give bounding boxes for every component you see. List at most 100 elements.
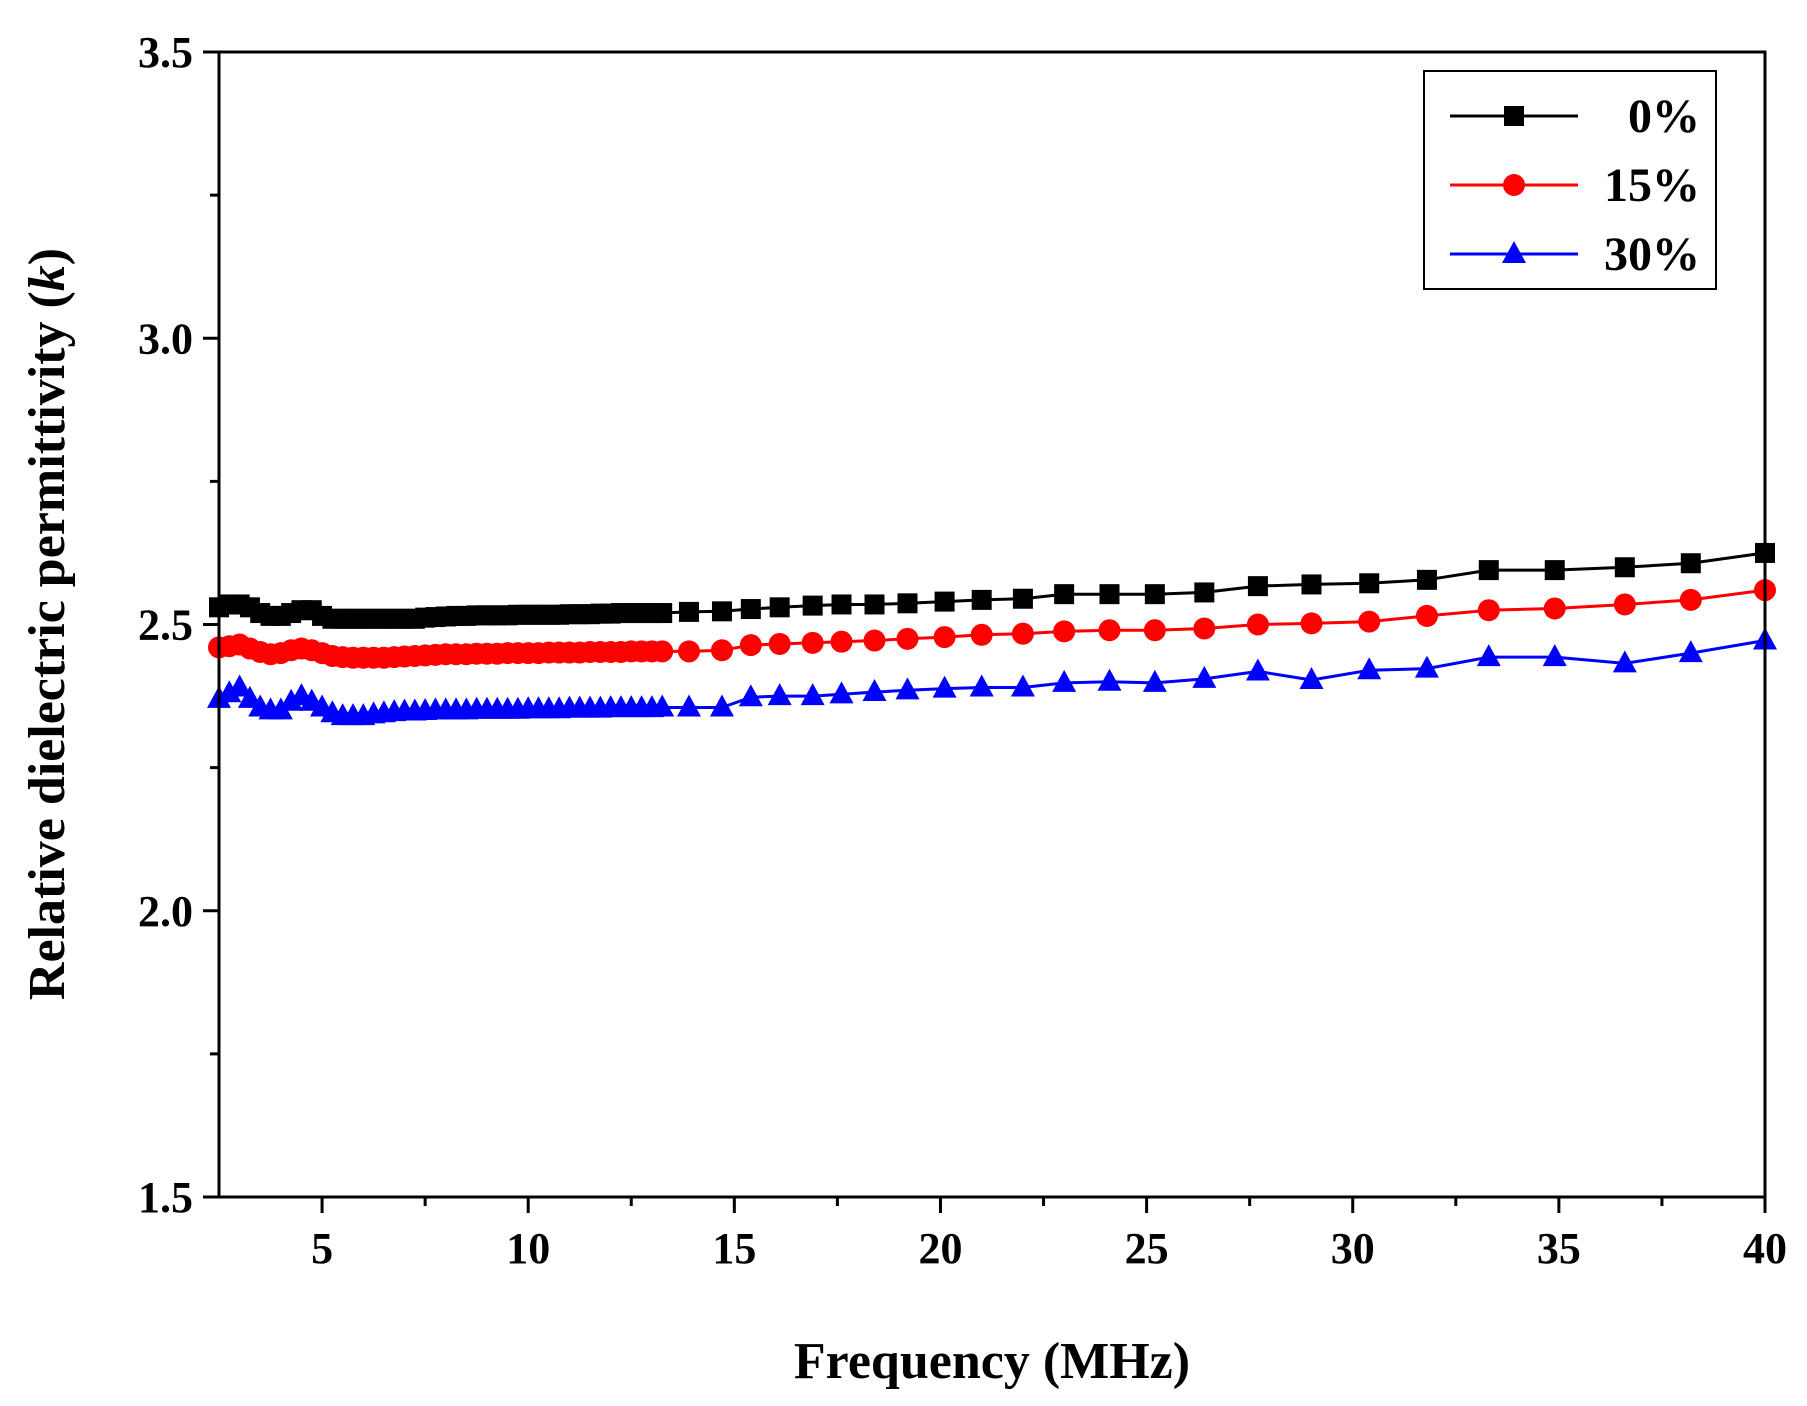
data-point xyxy=(830,630,853,653)
data-point xyxy=(1478,560,1499,581)
data-point xyxy=(1544,560,1565,581)
data-point xyxy=(740,599,761,620)
data-point xyxy=(1613,593,1636,616)
data-point xyxy=(1194,582,1215,603)
data-point xyxy=(1300,612,1323,635)
data-point xyxy=(650,694,675,717)
data-point xyxy=(1142,669,1167,692)
data-point xyxy=(897,593,918,614)
x-tick-label: 5 xyxy=(311,1224,333,1273)
data-point xyxy=(831,594,852,615)
data-point xyxy=(1414,655,1439,678)
x-tick-label: 40 xyxy=(1743,1224,1787,1273)
data-point xyxy=(739,634,762,657)
data-point xyxy=(896,627,919,650)
data-point xyxy=(933,626,956,649)
data-point xyxy=(971,589,992,610)
legend-marker xyxy=(1504,106,1524,126)
data-point xyxy=(829,681,854,704)
legend-label: 30% xyxy=(1604,228,1700,281)
data-point xyxy=(217,680,242,703)
data-point xyxy=(1415,604,1438,627)
legend: 0% 15% 30% xyxy=(1423,70,1717,290)
data-point xyxy=(769,597,790,618)
series-0pct xyxy=(209,542,1775,629)
legend-items: 0% 15% 30% xyxy=(1450,90,1700,281)
legend-item: 15% xyxy=(1450,159,1700,212)
data-point xyxy=(711,601,732,622)
data-point xyxy=(677,640,700,663)
data-point xyxy=(934,591,955,612)
data-point xyxy=(1098,619,1121,642)
data-point xyxy=(1679,588,1702,611)
data-point xyxy=(1247,576,1268,597)
data-point xyxy=(969,674,994,697)
data-point xyxy=(1359,573,1380,594)
data-point xyxy=(767,683,792,706)
y-tick-label: 2.0 xyxy=(138,887,193,936)
data-point xyxy=(1416,569,1437,590)
data-point xyxy=(1011,622,1034,645)
x-axis-title: Frequency (MHz) xyxy=(794,1333,1190,1390)
y-axis-title-italic: k xyxy=(19,265,76,291)
data-point xyxy=(1010,674,1035,697)
data-point xyxy=(1678,640,1703,663)
data-point xyxy=(709,694,734,717)
legend-marker xyxy=(1502,241,1526,263)
data-point xyxy=(1193,617,1216,640)
data-point xyxy=(932,675,957,698)
x-tick-label: 25 xyxy=(1125,1224,1169,1273)
data-point xyxy=(802,595,823,616)
series-30pct xyxy=(207,627,1777,726)
data-point xyxy=(1245,658,1270,681)
y-axis-title-main: Relative dielectric permittivity ( xyxy=(19,291,76,1000)
data-point xyxy=(1299,667,1324,690)
data-point xyxy=(1054,584,1075,605)
data-point xyxy=(768,632,791,655)
data-point xyxy=(1097,668,1122,691)
y-tick-label: 3.0 xyxy=(138,314,193,363)
x-tick-label: 30 xyxy=(1331,1224,1375,1273)
data-point xyxy=(1099,584,1120,605)
data-point xyxy=(1680,553,1701,574)
data-point xyxy=(1144,584,1165,605)
data-point xyxy=(1614,557,1635,578)
data-point xyxy=(800,683,825,706)
legend-item: 30% xyxy=(1450,228,1700,281)
legend-marker xyxy=(1503,174,1525,196)
x-tick-label: 20 xyxy=(918,1224,962,1273)
plot-frame xyxy=(217,50,1767,1199)
x-tick-label: 10 xyxy=(506,1224,550,1273)
legend-label: 0% xyxy=(1628,90,1700,143)
data-point xyxy=(862,679,887,702)
tick-labels: 5 10 15 20 25 30 35 40 1.5 2.0 2.5 3.0 3.5 xyxy=(138,28,1787,1273)
data-point xyxy=(970,623,993,646)
legend-label: 15% xyxy=(1604,159,1700,212)
data-point xyxy=(1477,599,1500,622)
y-axis-title-close: ) xyxy=(19,248,76,265)
data-point xyxy=(227,674,252,697)
data-point xyxy=(1358,610,1381,633)
data-point xyxy=(1543,597,1566,620)
data-point xyxy=(864,594,885,615)
series-layer xyxy=(207,542,1777,726)
data-point xyxy=(652,603,673,624)
data-point xyxy=(1301,574,1322,595)
data-point xyxy=(1612,650,1637,673)
legend-item: 0% xyxy=(1450,90,1700,143)
data-point xyxy=(279,688,304,711)
data-point xyxy=(1053,620,1076,643)
data-point xyxy=(678,601,699,622)
data-point xyxy=(1246,613,1269,636)
data-point xyxy=(801,631,824,654)
data-point xyxy=(1012,588,1033,609)
data-point xyxy=(676,694,701,717)
x-tick-label: 35 xyxy=(1537,1224,1581,1273)
data-point xyxy=(1143,619,1166,642)
data-point xyxy=(738,684,763,707)
y-axis-title: Relative dielectric permittivity (k) xyxy=(19,248,76,1000)
data-point xyxy=(1542,644,1567,667)
data-point xyxy=(710,639,733,662)
